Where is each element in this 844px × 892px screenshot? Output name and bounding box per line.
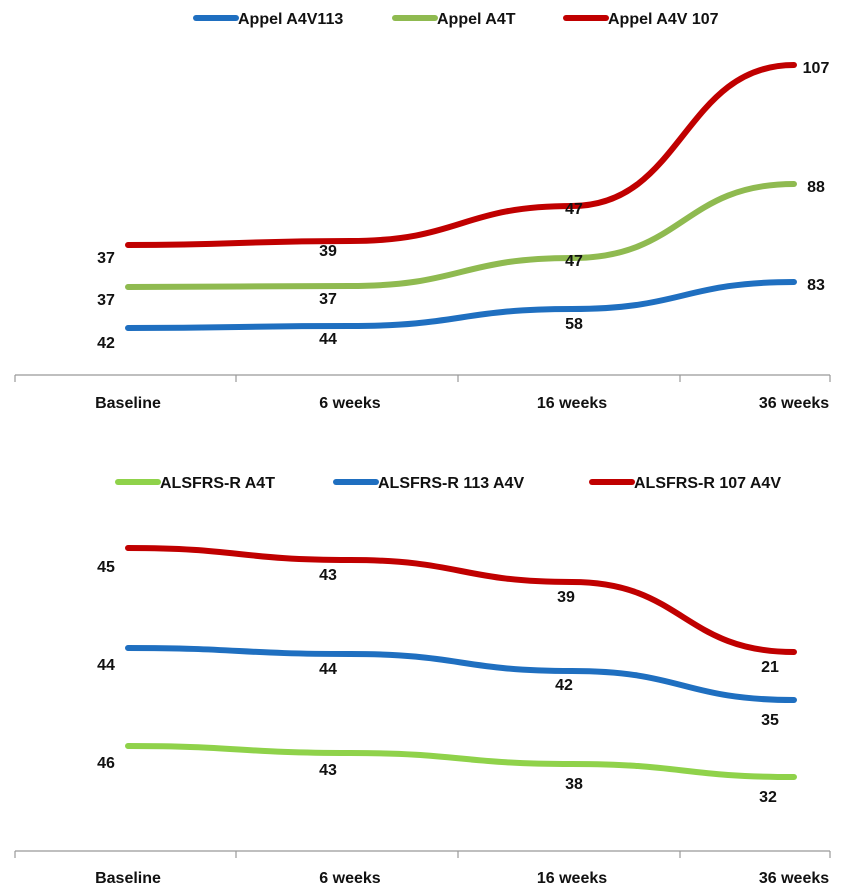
chart-1-data-label-s2-p4: 88 bbox=[807, 179, 825, 196]
chart-1-data-label-s3-p2: 39 bbox=[319, 243, 337, 260]
chart-1-data-label-s2-p2: 37 bbox=[319, 291, 337, 308]
chart-1-series-line-3 bbox=[125, 62, 797, 248]
chart-1-legend-label-1: Appel A4V113 bbox=[238, 11, 343, 28]
chart-1-data-label-s1-p1: 42 bbox=[97, 335, 115, 352]
chart-1-series-line-1 bbox=[125, 279, 797, 331]
chart-1-data-label-s3-p4: 107 bbox=[803, 60, 830, 77]
chart-1-data-label-s1-p3: 58 bbox=[565, 316, 583, 333]
chart-2-data-label-s2-p3: 42 bbox=[555, 677, 573, 694]
chart-1-data-label-s1-p2: 44 bbox=[319, 331, 337, 348]
chart-1-data-label-s2-p3: 47 bbox=[565, 253, 583, 270]
chart-1-data-label-s2-p1: 37 bbox=[97, 292, 115, 309]
chart-2-x-tick-label-1: Baseline bbox=[95, 870, 161, 887]
chart-2-legend-label-1: ALSFRS-R A4T bbox=[160, 475, 275, 492]
chart-1-series-line-2 bbox=[125, 181, 797, 290]
chart-2-x-tick-label-3: 16 weeks bbox=[537, 870, 607, 887]
chart-2-x-tick-label-2: 6 weeks bbox=[319, 870, 380, 887]
chart-2-data-label-s1-p3: 38 bbox=[565, 776, 583, 793]
chart-2-x-tick-label-4: 36 weeks bbox=[759, 870, 829, 887]
chart-2-series-line-2 bbox=[125, 645, 797, 703]
chart-2-data-label-s3-p2: 43 bbox=[319, 567, 337, 584]
chart-2-data-label-s2-p2: 44 bbox=[319, 661, 337, 678]
chart-1-x-tick-label-3: 16 weeks bbox=[537, 395, 607, 412]
chart-2-data-label-s3-p3: 39 bbox=[557, 589, 575, 606]
chart-2-data-label-s1-p2: 43 bbox=[319, 762, 337, 779]
chart-1-x-tick-label-4: 36 weeks bbox=[759, 395, 829, 412]
chart-1-legend-label-2: Appel A4T bbox=[437, 11, 516, 28]
chart-2-data-label-s3-p4: 21 bbox=[761, 659, 779, 676]
chart-2-data-label-s3-p1: 45 bbox=[97, 559, 115, 576]
chart-2-series-line-1 bbox=[125, 743, 797, 780]
chart-2-data-label-s1-p1: 46 bbox=[97, 755, 115, 772]
chart-2-data-label-s2-p1: 44 bbox=[97, 657, 115, 674]
chart-1-data-label-s3-p1: 37 bbox=[97, 250, 115, 267]
chart-2-legend-label-3: ALSFRS-R 107 A4V bbox=[634, 475, 781, 492]
chart-2-legend-label-2: ALSFRS-R 113 A4V bbox=[378, 475, 524, 492]
chart-1-legend-label-3: Appel A4V 107 bbox=[608, 11, 719, 28]
chart-2-data-label-s1-p4: 32 bbox=[759, 789, 777, 806]
chart-2-data-label-s2-p4: 35 bbox=[761, 712, 779, 729]
chart-2-series-line-3 bbox=[125, 545, 797, 655]
chart-1-data-label-s3-p3: 47 bbox=[565, 201, 583, 218]
chart-1-x-tick-label-1: Baseline bbox=[95, 395, 161, 412]
chart-1-x-tick-label-2: 6 weeks bbox=[319, 395, 380, 412]
chart-1-data-label-s1-p4: 83 bbox=[807, 277, 825, 294]
